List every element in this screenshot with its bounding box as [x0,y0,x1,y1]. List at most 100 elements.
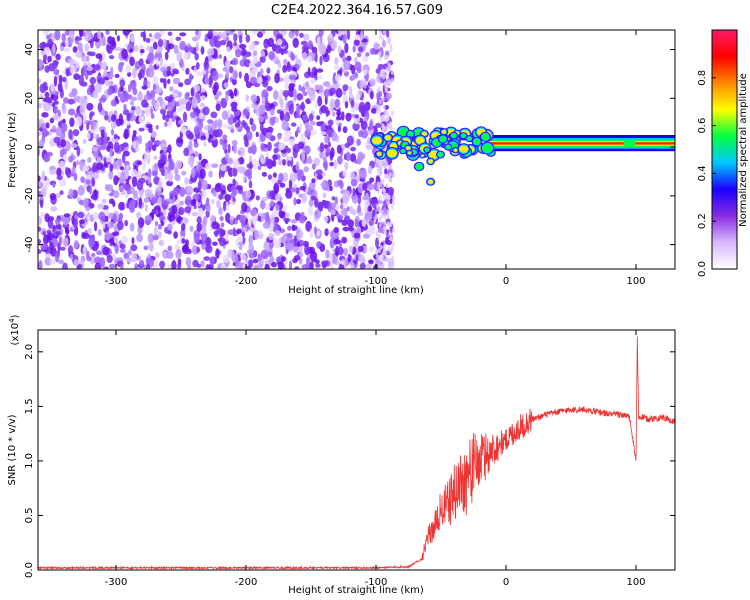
noise-cell [88,237,96,248]
noise-cell [316,115,321,121]
noise-cell [144,204,149,213]
noise-cell [40,212,44,218]
noise-cell [163,38,167,49]
noise-cell [258,104,266,116]
noise-cell [146,46,151,51]
noise-cell [317,201,324,212]
noise-cell [327,119,334,126]
noise-cell [358,46,364,53]
noise-cell [257,230,263,235]
noise-cell [71,88,78,97]
y-tick-label: 1.5 [24,398,35,414]
noise-cell [253,264,260,269]
noise-cell [289,172,297,182]
noise-cell [269,116,276,126]
noise-cell [260,157,266,165]
noise-cell [233,87,238,97]
noise-cell [377,233,381,239]
noise-cell [288,139,296,146]
x-tick-label: 100 [626,276,645,287]
noise-cell [284,82,290,90]
noise-cell [177,107,182,113]
noise-cell [178,82,184,88]
noise-cell [99,257,106,268]
noise-cell [284,130,292,138]
noise-cell [273,90,279,100]
noise-cell [185,256,192,267]
noise-cell [316,174,323,180]
noise-cell [387,194,391,200]
noise-cell [101,61,108,70]
noise-cell [53,75,58,87]
noise-cell [113,141,120,153]
noise-cell [212,190,217,197]
noise-cell [125,257,134,263]
noise-cell [169,37,174,45]
noise-cell [296,93,304,101]
noise-cell [265,251,273,257]
noise-cell [295,187,300,194]
noise-cell [380,213,384,219]
noise-cell [378,51,382,57]
noise-cell [384,126,388,132]
noise-cell [138,73,142,81]
noise-cell [129,199,137,207]
noise-cell [361,38,368,43]
noise-cell [211,221,219,230]
noise-cell [159,260,166,269]
noise-cell [44,91,50,98]
noise-cell [315,263,321,268]
noise-cell [90,119,96,129]
noise-cell [97,102,103,113]
noise-cell [334,57,339,66]
noise-cell [362,196,368,201]
noise-cell [314,197,319,208]
noise-cell [307,67,311,76]
noise-cell [46,232,54,241]
noise-cell [377,184,381,190]
noise-cell [207,124,212,131]
noise-cell [222,139,228,144]
noise-cell [387,63,391,68]
noise-cell [65,68,70,77]
noise-cell [375,122,382,128]
noise-cell [59,149,64,158]
noise-cell [360,30,364,41]
noise-cell [220,39,227,46]
noise-cell [133,190,138,199]
noise-cell [49,241,54,251]
noise-cell [328,252,333,264]
noise-cell [61,103,67,115]
noise-cell [382,40,386,48]
noise-cell [383,81,387,87]
noise-cell [71,166,76,175]
noise-cell [390,204,394,210]
noise-cell [301,45,310,51]
noise-cell [155,252,160,259]
noise-cell [62,237,69,248]
noise-cell [46,96,51,104]
y-tick-label: -40 [24,236,35,252]
noise-cell [231,139,238,146]
noise-cell [70,65,77,75]
noise-cell [249,224,256,233]
noise-cell [101,198,107,204]
noise-cell [68,155,74,163]
noise-cell [197,180,202,191]
noise-cell [329,262,334,269]
noise-cell [193,204,197,210]
noise-cell [49,259,56,265]
noise-cell [82,165,89,172]
noise-cell [369,90,374,100]
noise-cell [159,45,163,53]
noise-cell [68,188,74,199]
noise-cell [382,30,386,35]
noise-cell [295,30,299,37]
noise-cell [257,253,262,262]
signal-cell [421,131,427,136]
noise-cell [310,195,317,201]
noise-cell [152,41,158,50]
noise-cell [193,66,197,73]
noise-cell [325,124,332,130]
noise-cell [220,189,226,195]
